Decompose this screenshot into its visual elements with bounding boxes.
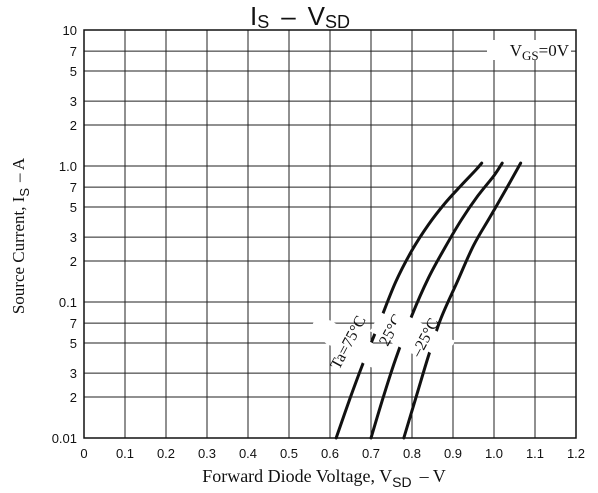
y-tick-label: 5 [70, 200, 77, 215]
y-tick-label: 1.0 [59, 159, 77, 174]
ylabel-sub: S [17, 188, 32, 197]
x-tick-label: 0.6 [321, 446, 339, 461]
y-tick-label: 2 [70, 390, 77, 405]
y-tick-labels: 0.01 2 3 5 7 0.1 2 3 5 7 1.0 2 3 5 7 10 [52, 23, 77, 446]
xlabel-sub: SD [392, 474, 411, 490]
x-tick-label: 0.5 [280, 446, 298, 461]
annotation-post: =0V [539, 41, 570, 60]
curve-ta75 [334, 161, 484, 440]
title-main2: V [308, 1, 326, 31]
y-tick-label: 7 [70, 44, 77, 59]
x-tick-label: 0.7 [362, 446, 380, 461]
x-tick-label: 0 [80, 446, 87, 461]
x-tick-label: 1.2 [567, 446, 585, 461]
series-label-bg-75 [307, 314, 391, 372]
xlabel-pre: Forward Diode Voltage, V [202, 466, 392, 486]
title-sub2: SD [325, 12, 350, 32]
annotation-vgs: VGS=0V [510, 41, 570, 63]
ylabel-post: – A [9, 157, 28, 183]
gridlines [83, 29, 577, 439]
title-sub1: S [257, 12, 269, 32]
curve-minus25c [402, 161, 523, 440]
x-tick-label: 0.9 [444, 446, 462, 461]
y-tick-label: 0.01 [52, 431, 77, 446]
x-tick-label: 0.8 [403, 446, 421, 461]
series-curves [334, 161, 523, 440]
y-tick-label: 0.1 [59, 295, 77, 310]
title-dash: – [281, 1, 296, 31]
curve-25c [369, 161, 504, 440]
title-main: I [250, 1, 257, 31]
plot-frame [83, 29, 577, 439]
ylabel-pre: Source Current, I [9, 196, 28, 314]
y-tick-label: 7 [70, 180, 77, 195]
x-tick-label: 0.1 [116, 446, 134, 461]
y-tick-label: 3 [70, 230, 77, 245]
series-label-bg-m25 [391, 312, 456, 361]
xlabel-post: – V [419, 466, 446, 486]
x-tick-label: 0.3 [198, 446, 216, 461]
y-tick-label: 3 [70, 94, 77, 109]
x-tick-label: 1.1 [526, 446, 544, 461]
annotation-pre: V [510, 41, 523, 60]
x-tick-label: 0.4 [239, 446, 257, 461]
y-tick-label: 5 [70, 336, 77, 351]
y-tick-label: 7 [70, 316, 77, 331]
y-tick-label: 2 [70, 118, 77, 133]
annotation-sub: GS [522, 48, 539, 63]
y-tick-label: 5 [70, 64, 77, 79]
x-tick-label: 1.0 [485, 446, 503, 461]
y-tick-label: 2 [70, 254, 77, 269]
chart-title: IS – VSD [250, 1, 350, 32]
x-tick-labels: 0 0.1 0.2 0.3 0.4 0.5 0.6 0.7 0.8 0.9 1.0 1.1 1.2 [80, 446, 585, 461]
y-axis-label: Source Current, IS – A [9, 157, 32, 314]
y-tick-label: 3 [70, 366, 77, 381]
x-axis-label: Forward Diode Voltage, VSD – V [202, 466, 446, 490]
series-label-group: Ta=75°C 25°C –25°C [307, 312, 456, 372]
x-tick-label: 0.2 [157, 446, 175, 461]
y-tick-label: 10 [63, 23, 77, 38]
annotation-background [487, 40, 571, 60]
